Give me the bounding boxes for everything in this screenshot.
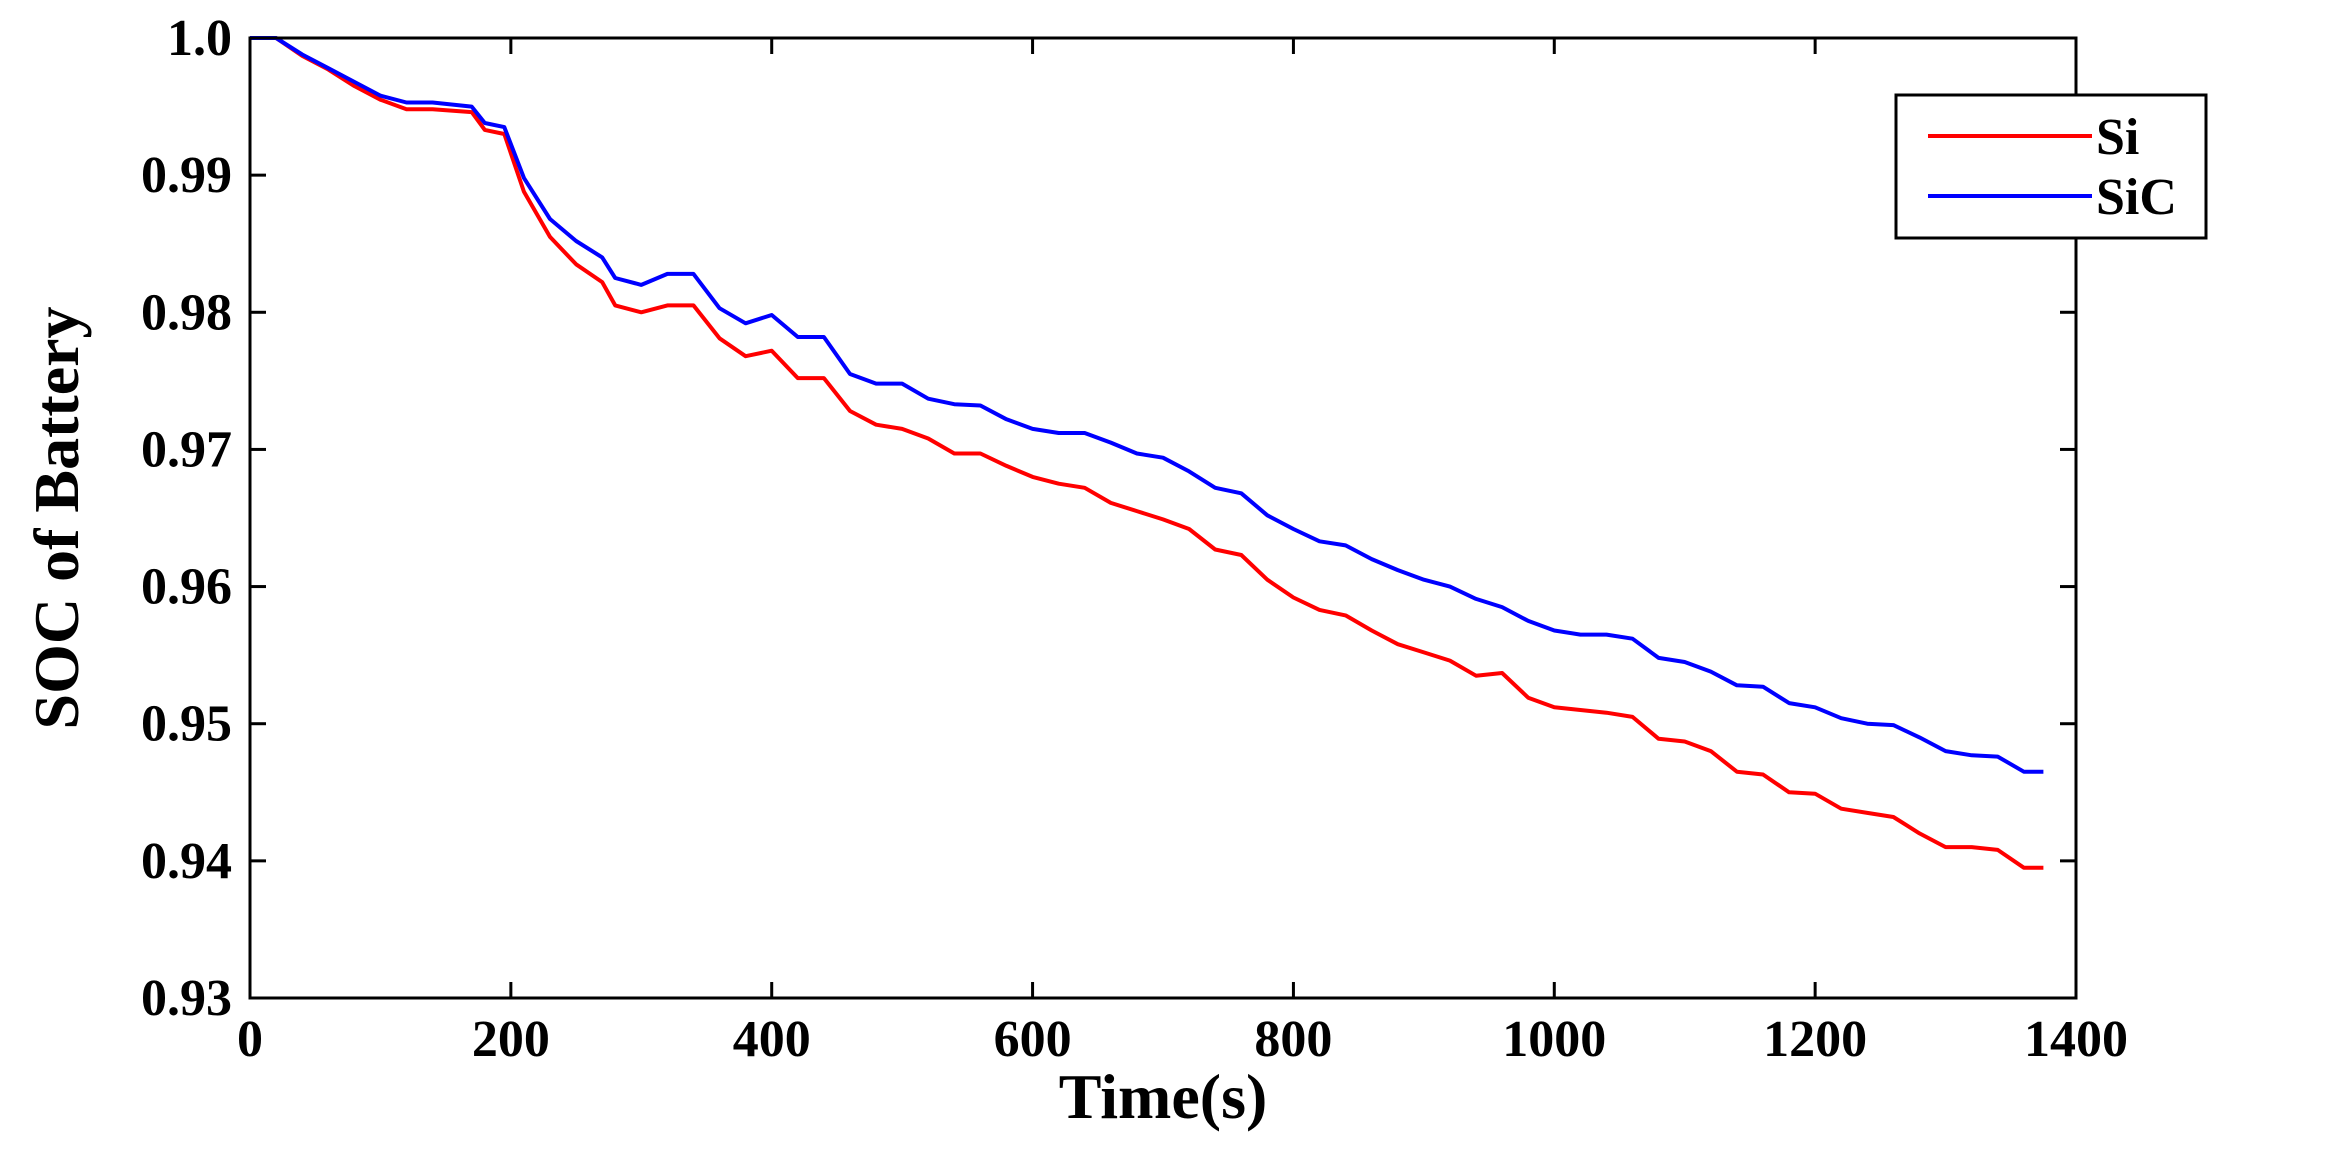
plot-frame xyxy=(248,36,2078,1000)
y-tick-label: 0.93 xyxy=(141,970,232,1027)
y-tick-label: 0.99 xyxy=(141,147,232,204)
y-tick-label: 0.94 xyxy=(141,833,232,890)
x-axis: 0 200 400 600 800 1000 1200 1400 xyxy=(237,38,2128,1068)
x-tick-label: 200 xyxy=(472,1011,550,1068)
x-tick-label: 1200 xyxy=(1763,1011,1867,1068)
y-tick-label: 1.0 xyxy=(167,10,232,67)
legend-label-si: Si xyxy=(2096,109,2139,166)
series-line-sic xyxy=(250,36,2044,774)
x-tick-label: 0 xyxy=(237,1011,263,1068)
x-axis-title: Time(s) xyxy=(1059,1061,1268,1132)
x-tick-label: 1000 xyxy=(1502,1011,1606,1068)
series-line-si xyxy=(250,36,2044,870)
y-axis: 0.93 0.94 0.95 0.96 0.97 0.98 0.99 1.0 xyxy=(141,10,2076,1027)
x-tick-label: 1400 xyxy=(2024,1011,2128,1068)
series-layer xyxy=(250,36,2044,870)
y-tick-label: 0.96 xyxy=(141,559,232,616)
legend-label-sic: SiC xyxy=(2096,169,2177,226)
legend-box xyxy=(1894,93,2208,240)
y-axis-title: SOC of Battery xyxy=(21,306,92,729)
x-tick-label: 400 xyxy=(733,1011,811,1068)
x-tick-label: 800 xyxy=(1254,1011,1332,1068)
y-tick-label: 0.97 xyxy=(141,421,232,478)
y-tick-label: 0.98 xyxy=(141,284,232,341)
legend: Si SiC xyxy=(1894,93,2208,240)
x-tick-label: 600 xyxy=(994,1011,1072,1068)
y-tick-label: 0.95 xyxy=(141,696,232,753)
